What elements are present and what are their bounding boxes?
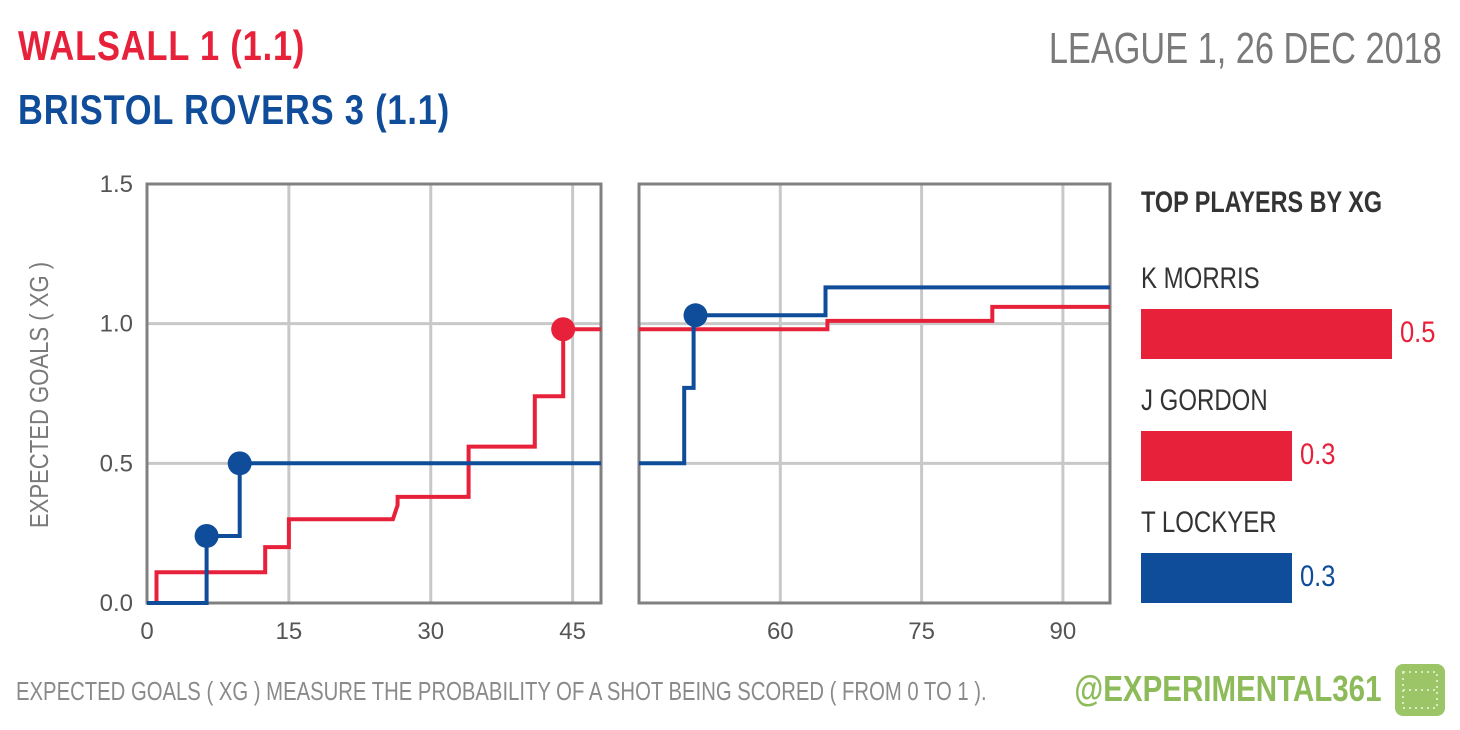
pitch-logo-icon: [1395, 664, 1445, 716]
bristol-rovers-goal-marker: [227, 451, 252, 476]
bristol-rovers-goal-marker: [194, 523, 219, 548]
panel-frame: [637, 182, 1112, 605]
match-info: LEAGUE 1, 26 DEC 2018: [1049, 24, 1442, 73]
panel-frame: [145, 182, 603, 605]
walsall-xg-line: [147, 327, 601, 605]
x-tick-label: 90: [1050, 618, 1077, 645]
player-xg-value: 0.5: [1400, 316, 1436, 349]
home-team-title: WALSALL 1 (1.1): [18, 22, 306, 69]
player-name: J GORDON: [1141, 384, 1268, 417]
chart-panel-second-half: 60 75 90: [637, 182, 1112, 645]
x-tick-label: 60: [767, 618, 794, 645]
player-xg-value: 0.3: [1300, 438, 1336, 471]
player-name: T LOCKYER: [1141, 506, 1277, 539]
player-name: K MORRIS: [1141, 262, 1260, 295]
x-tick-label: 30: [417, 618, 444, 645]
x-tick-label: 15: [276, 618, 303, 645]
chart-panel-first-half: 0 15 30 45 0.0 0.5 1.0 1.5: [100, 171, 603, 645]
bristol-rovers-xg-line: [147, 461, 601, 605]
bristol-rovers-goal-marker: [683, 303, 708, 328]
walsall-xg-line: [639, 304, 1110, 332]
y-tick-label: 0.0: [100, 590, 133, 617]
twitter-handle[interactable]: @EXPERIMENTAL361: [1074, 668, 1382, 709]
player-xg-value: 0.3: [1300, 560, 1336, 593]
y-tick-label: 0.5: [100, 450, 133, 477]
footnote: EXPECTED GOALS ( XG ) MEASURE THE PROBAB…: [16, 676, 987, 706]
x-tick-label: 75: [908, 618, 935, 645]
top-players-heading: TOP PLAYERS BY XG: [1141, 186, 1383, 219]
x-tick-label: 45: [559, 618, 586, 645]
player-xg-bar: [1141, 553, 1292, 603]
player-xg-bar: [1141, 431, 1292, 481]
player-xg-bar: [1141, 309, 1392, 359]
y-tick-label: 1.0: [100, 311, 133, 338]
x-tick-label: 0: [140, 618, 153, 645]
bristol-rovers-xg-line: [639, 285, 1110, 466]
walsall-goal-marker: [551, 317, 576, 342]
y-axis-label: EXPECTED GOALS ( XG ): [25, 262, 54, 528]
y-tick-label: 1.5: [100, 171, 133, 198]
away-team-title: BRISTOL ROVERS 3 (1.1): [18, 86, 451, 133]
